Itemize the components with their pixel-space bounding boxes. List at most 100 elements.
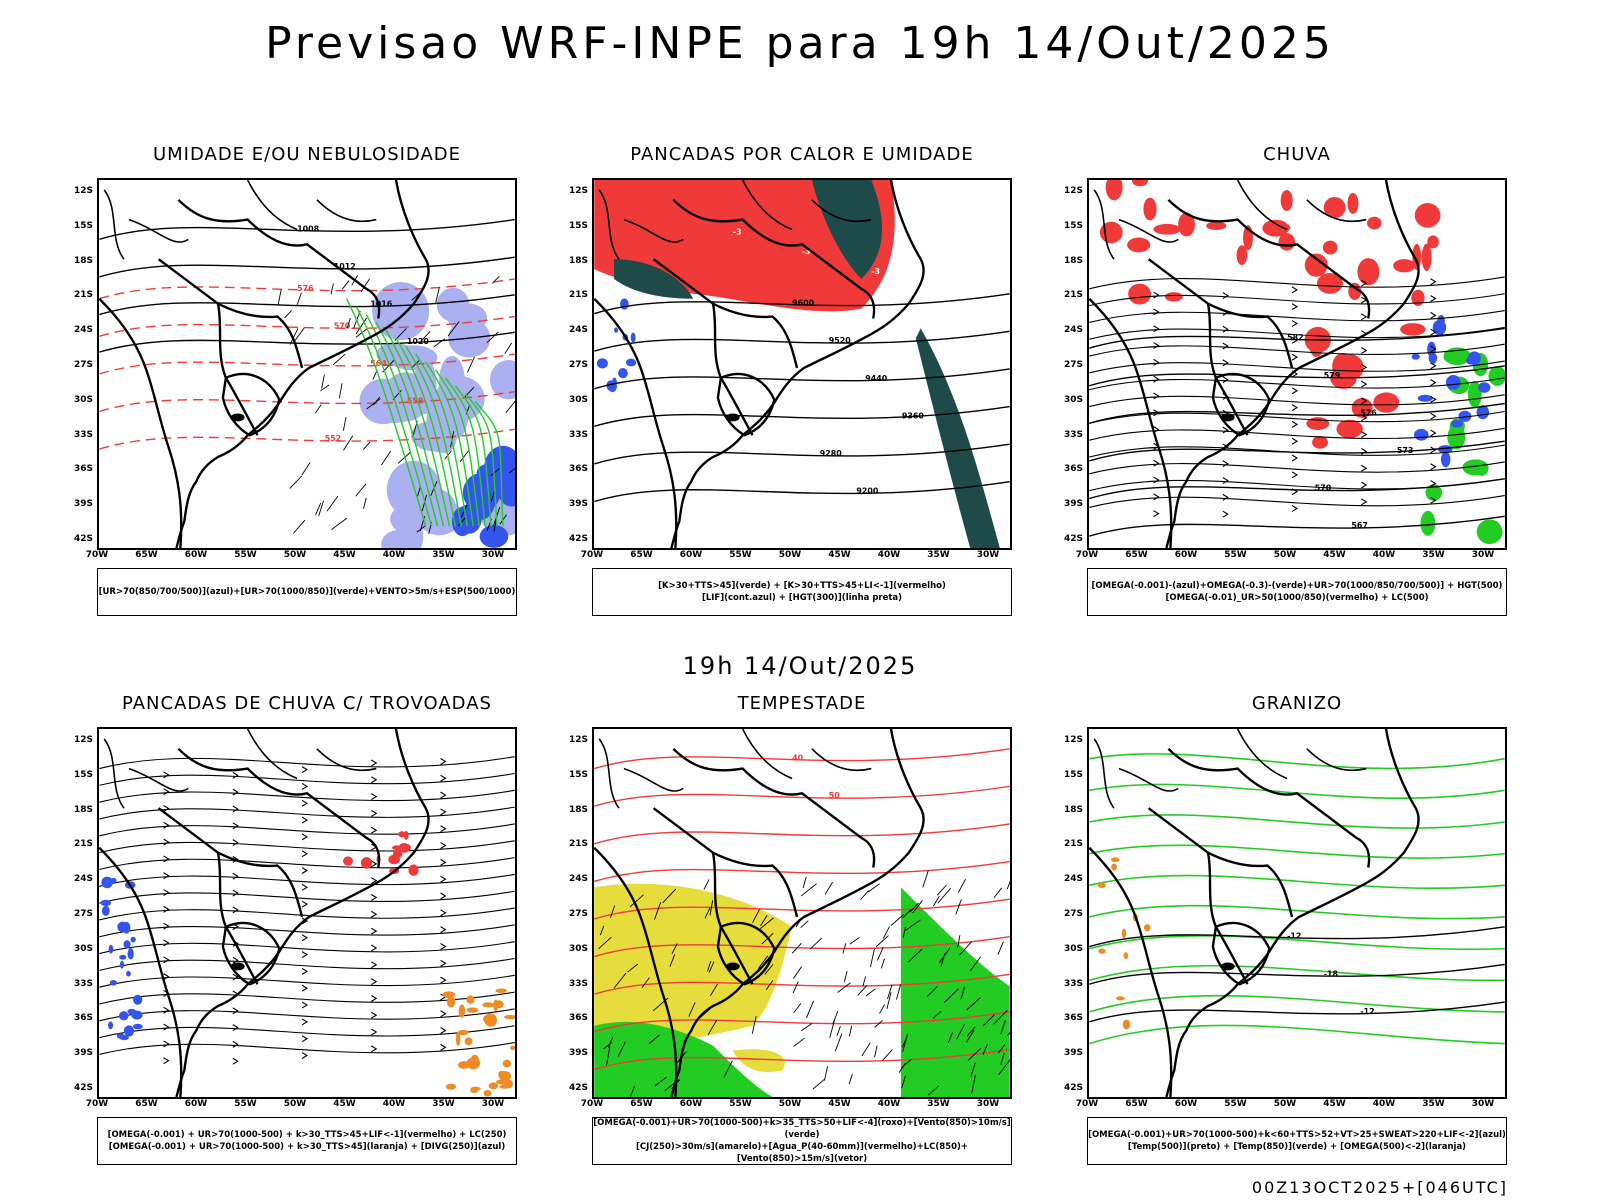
wind-vector	[1006, 880, 1010, 890]
streamline-arrow	[163, 956, 170, 964]
streamline-arrow	[1291, 437, 1299, 445]
wind-vector	[792, 981, 799, 994]
contour-label: 9280	[820, 449, 843, 458]
contour-label: 1020	[407, 337, 430, 346]
contour-line	[99, 218, 515, 241]
longitude-label: 70W	[1075, 550, 1099, 560]
contour-label: 576	[1360, 408, 1377, 417]
wind-vector	[793, 1003, 802, 1014]
contour-line	[1089, 327, 1505, 349]
wind-vector	[459, 449, 470, 463]
streamline	[1089, 427, 1505, 441]
rain-area	[1421, 243, 1432, 272]
wind-vector	[801, 1023, 813, 1032]
streamline-arrow	[1153, 325, 1160, 333]
streamline	[99, 941, 515, 955]
omega-area	[1143, 924, 1151, 932]
streamline-arrow	[301, 1001, 309, 1009]
storm-area	[510, 1045, 515, 1051]
contour-line	[99, 256, 515, 278]
streamline-arrow	[1222, 359, 1229, 367]
streamline-arrow	[1222, 426, 1229, 434]
wind-vector	[793, 966, 803, 979]
streamline-arrow	[1153, 493, 1160, 501]
streamline-arrow	[1361, 363, 1368, 371]
panel-legend: [OMEGA(-0.001) + UR>70(1000-500) + k>30_…	[97, 1117, 517, 1165]
humidity-contour	[415, 353, 468, 527]
panel-legend: [OMEGA(-0.001)-(azul)+OMEGA(-0.3)-(verde…	[1087, 568, 1507, 616]
forecast-time-label: 19h 14/Out/2025	[682, 652, 918, 680]
streamline-arrow	[1222, 493, 1229, 501]
rain-area	[1347, 192, 1359, 214]
contour-label: 9360	[902, 411, 925, 420]
storm-area	[502, 1059, 512, 1068]
latitude-label: 21S	[568, 290, 588, 301]
contour-line	[594, 823, 1010, 845]
wind-vector	[669, 954, 676, 967]
rain-area	[1417, 394, 1433, 402]
longitude-label: 70W	[85, 1099, 109, 1109]
streamline-arrow	[301, 984, 309, 992]
latitude-label: 36S	[1063, 464, 1083, 475]
latitude-label: 21S	[73, 839, 93, 850]
latitude-label: 12S	[1063, 735, 1083, 745]
streamline-arrow	[1153, 291, 1160, 299]
streamline-arrow	[232, 805, 239, 813]
rain-area	[1236, 245, 1248, 266]
contour-line	[99, 294, 515, 316]
longitude-label: 55W	[1224, 550, 1247, 560]
storm-area	[504, 1014, 515, 1020]
streamline	[1089, 360, 1505, 374]
streamline-arrow	[371, 860, 378, 868]
divergence-area	[108, 1021, 114, 1030]
lifted-index-label: -3	[871, 267, 880, 276]
wind-vector	[321, 374, 325, 389]
temperature-850-contour	[1089, 844, 1505, 859]
latitude-label: 18S	[73, 255, 93, 266]
streamline-arrow	[1291, 404, 1299, 412]
streamline-arrow	[1430, 295, 1437, 302]
latitude-label: 21S	[568, 839, 588, 850]
contour-label: 570	[334, 321, 351, 330]
wind-vector	[757, 955, 769, 969]
wind-vector	[882, 926, 890, 939]
streamline-arrow	[163, 1040, 170, 1048]
humidity-contour	[385, 330, 451, 527]
streamline-arrow	[1430, 412, 1437, 420]
wind-vector	[969, 956, 981, 972]
rain-area	[1425, 484, 1443, 501]
divergence-area	[126, 970, 131, 977]
contour-label: 9600	[792, 299, 815, 308]
streamline-arrow	[163, 973, 170, 981]
contour-line	[1089, 515, 1505, 537]
storm-area	[442, 991, 456, 998]
streamline-arrow	[1222, 460, 1229, 468]
wind-vector	[492, 275, 500, 284]
wind-vector	[966, 1029, 975, 1043]
humidity-contour	[435, 369, 480, 527]
streamline-arrow	[1153, 375, 1160, 383]
contour-line	[1089, 926, 1505, 948]
storm-area	[483, 1089, 492, 1097]
streamline-arrow	[232, 855, 239, 863]
streamline-arrow	[1430, 362, 1437, 370]
wind-vector	[848, 1025, 853, 1037]
lifted-index-contour	[618, 367, 628, 379]
wind-vector	[662, 888, 677, 904]
wind-vector	[617, 1041, 626, 1057]
wind-vector	[765, 979, 774, 991]
wind-vector	[709, 983, 718, 997]
wind-vector	[829, 1019, 836, 1039]
storm-area	[392, 845, 402, 851]
rain-area	[1323, 196, 1346, 219]
wind-vector	[937, 888, 951, 904]
streamline-arrow	[1361, 447, 1368, 455]
latitude-label: 30S	[73, 394, 93, 405]
contour-label: 573	[1397, 446, 1414, 455]
longitude-label: 60W	[184, 1099, 208, 1109]
wind-vector	[947, 1031, 954, 1044]
contour-label: 40	[792, 754, 804, 763]
wind-vector	[848, 1073, 853, 1085]
latitude-label: 30S	[568, 943, 588, 954]
wind-vector	[1000, 1053, 1005, 1065]
